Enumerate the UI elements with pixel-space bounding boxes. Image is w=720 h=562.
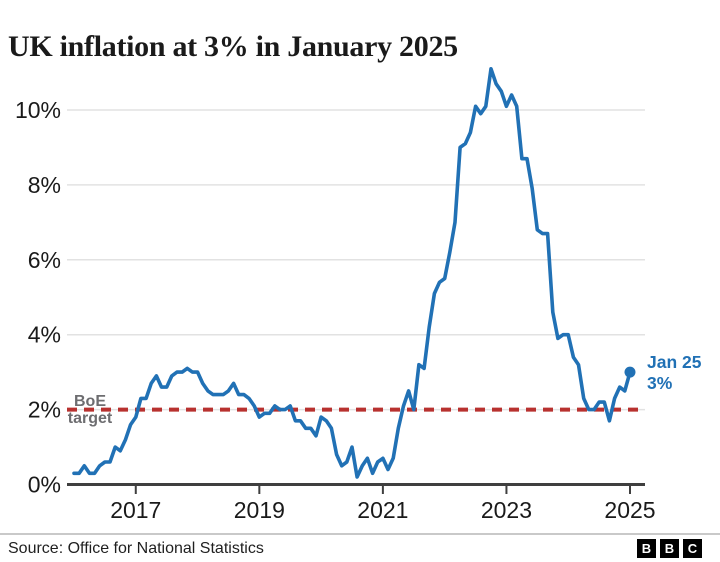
- latest-point-annotation-line1: Jan 25: [647, 352, 702, 372]
- source-caption: Source: Office for National Statistics: [8, 539, 264, 557]
- boe-target-label-line2: target: [68, 410, 113, 427]
- bbc-logo: B B C: [637, 539, 702, 558]
- bbc-logo-block-c: C: [683, 539, 702, 558]
- cpi-line-series: [72, 67, 632, 479]
- y-axis-label-2: 2%: [28, 397, 61, 423]
- x-axis-label-2019: 2019: [234, 497, 285, 523]
- y-axis-label-8: 8%: [28, 172, 61, 198]
- y-axis-label-10: 10%: [15, 97, 61, 123]
- x-axis-label-2017: 2017: [110, 497, 161, 523]
- y-axis-label-6: 6%: [28, 247, 61, 273]
- x-axis-label-2021: 2021: [357, 497, 408, 523]
- boe-target-label-line1: BoE: [74, 393, 106, 410]
- y-axis-label-0: 0%: [28, 472, 61, 498]
- x-axis-label-2025: 2025: [604, 497, 655, 523]
- latest-point-annotation-line2: 3%: [647, 373, 673, 393]
- page-title: UK inflation at 3% in January 2025: [8, 30, 458, 64]
- latest-point-marker: [624, 366, 636, 378]
- footer-bar: Source: Office for National Statistics B…: [0, 533, 720, 562]
- bbc-logo-block-b1: B: [637, 539, 656, 558]
- bbc-logo-block-b2: B: [660, 539, 679, 558]
- y-axis-label-4: 4%: [28, 322, 61, 348]
- x-axis-label-2023: 2023: [481, 497, 532, 523]
